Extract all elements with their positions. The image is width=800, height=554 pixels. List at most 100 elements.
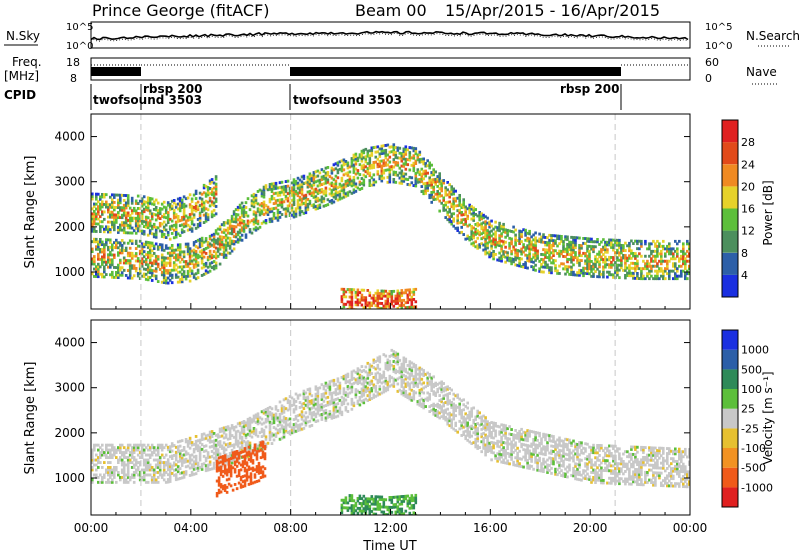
heatmap-cell — [412, 390, 416, 393]
heatmap-cell — [332, 193, 336, 196]
heatmap-cell — [388, 384, 392, 388]
heatmap-cell — [190, 473, 194, 477]
heatmap-cell — [442, 206, 445, 210]
heatmap-cell — [284, 429, 288, 433]
power-y-label: Slant Range [km] — [23, 156, 38, 269]
heatmap-cell — [560, 235, 563, 238]
heatmap-cell — [398, 166, 402, 170]
heatmap-cell — [140, 476, 144, 479]
heatmap-cell — [418, 160, 422, 164]
heatmap-cell — [668, 247, 671, 251]
heatmap-cell — [684, 262, 687, 266]
heatmap-cell — [144, 466, 148, 469]
heatmap-cell — [214, 175, 218, 179]
heatmap-cell — [408, 365, 412, 369]
heatmap-cell — [658, 277, 661, 281]
heatmap-cell — [296, 394, 300, 398]
heatmap-cell — [486, 221, 489, 225]
heatmap-cell — [166, 261, 170, 265]
heatmap-cell — [324, 411, 328, 415]
heatmap-cell — [362, 386, 366, 390]
heatmap-cell — [182, 260, 186, 264]
heatmap-cell — [624, 266, 627, 270]
heatmap-cell — [107, 228, 110, 231]
heatmap-cell — [162, 456, 166, 459]
heatmap-cell — [328, 415, 332, 418]
heatmap-cell — [176, 207, 180, 211]
heatmap-cell — [111, 223, 114, 227]
heatmap-cell — [150, 224, 154, 228]
heatmap-cell — [91, 227, 94, 231]
heatmap-cell — [162, 273, 166, 277]
heatmap-cell — [192, 448, 196, 451]
heatmap-cell — [644, 239, 647, 243]
heatmap-cell — [366, 389, 370, 393]
heatmap-cell — [596, 252, 599, 256]
heatmap-cell — [99, 227, 102, 231]
heatmap-cell — [510, 257, 513, 261]
heatmap-cell — [430, 404, 433, 407]
heatmap-cell — [210, 212, 214, 216]
heatmap-cell — [332, 200, 336, 204]
heatmap-cell — [198, 211, 202, 215]
heatmap-cell — [568, 245, 571, 249]
heatmap-cell — [91, 260, 94, 263]
heatmap-cell — [128, 266, 132, 270]
heatmap-cell — [206, 190, 210, 194]
heatmap-cell — [168, 261, 172, 265]
heatmap-cell — [348, 391, 352, 395]
heatmap-cell — [642, 259, 645, 263]
heatmap-cell — [160, 260, 164, 264]
heatmap-cell — [230, 461, 234, 465]
heatmap-cell — [452, 199, 455, 203]
heatmap-cell — [464, 237, 467, 241]
heatmap-cell — [168, 445, 172, 449]
heatmap-cell — [256, 412, 260, 416]
heatmap-cell — [115, 456, 118, 459]
heatmap-cell — [232, 210, 236, 214]
heatmap-cell — [422, 189, 425, 193]
heatmap-cell — [484, 242, 487, 246]
heatmap-cell — [578, 271, 581, 275]
heatmap-cell — [120, 273, 124, 277]
heatmap-cell — [176, 258, 180, 262]
heatmap-cell — [360, 293, 364, 297]
heatmap-cell — [378, 355, 382, 359]
heatmap-cell — [202, 206, 206, 210]
heatmap-cell — [164, 276, 168, 280]
heatmap-cell — [120, 193, 124, 197]
heatmap-cell — [402, 381, 406, 385]
heatmap-cell — [196, 469, 200, 472]
heatmap-cell — [162, 473, 166, 477]
heatmap-cell — [670, 249, 673, 253]
heatmap-cell — [95, 212, 98, 216]
heatmap-cell — [162, 281, 166, 284]
heatmap-cell — [536, 254, 539, 258]
heatmap-cell — [99, 480, 102, 484]
heatmap-cell — [148, 221, 152, 225]
heatmap-cell — [136, 244, 140, 248]
heatmap-cell — [650, 274, 653, 278]
heatmap-cell — [132, 473, 136, 477]
heatmap-cell — [194, 197, 198, 200]
heatmap-cell — [392, 148, 396, 152]
heatmap-cell — [264, 211, 268, 215]
heatmap-cell — [142, 267, 146, 271]
heatmap-cell — [109, 241, 112, 244]
heatmap-cell — [404, 306, 408, 309]
heatmap-cell — [396, 148, 400, 152]
heatmap-cell — [240, 206, 244, 210]
heatmap-cell — [578, 244, 581, 247]
heatmap-cell — [382, 370, 386, 374]
heatmap-cell — [502, 240, 505, 244]
heatmap-cell — [162, 263, 166, 267]
heatmap-cell — [113, 453, 116, 457]
heatmap-cell — [148, 199, 152, 203]
heatmap-cell — [186, 264, 190, 268]
heatmap-cell — [236, 208, 240, 212]
heatmap-cell — [648, 277, 651, 281]
heatmap-cell — [434, 197, 437, 201]
heatmap-cell — [324, 404, 328, 407]
heatmap-cell — [420, 397, 424, 401]
heatmap-cell — [152, 235, 156, 239]
